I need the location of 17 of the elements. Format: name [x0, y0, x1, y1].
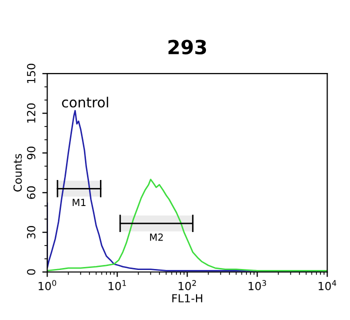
y-axis-title: Counts [13, 154, 22, 192]
x-tick-label: 10$^{3}$ [248, 280, 266, 290]
band-label: M1 [72, 198, 86, 206]
annotation: control [62, 96, 108, 108]
band-label: M2 [150, 233, 163, 241]
y-tick-label: 150 [26, 64, 36, 83]
x-tick-label: 10$^{0}$ [38, 280, 56, 290]
y-tick-label: 60 [26, 186, 36, 199]
y-tick-label: 90 [26, 146, 36, 160]
x-tick-label: 10$^{2}$ [178, 280, 196, 290]
y-tick-label: 0 [26, 269, 36, 275]
y-tick-label: 30 [26, 226, 36, 239]
chart-title: 293 [168, 40, 206, 54]
x-tick-label: 10$^{4}$ [318, 280, 336, 290]
y-tick-label: 120 [26, 103, 36, 123]
x-tick-label: 10$^{1}$ [108, 280, 126, 290]
x-axis-title: FL1-H [172, 294, 202, 302]
